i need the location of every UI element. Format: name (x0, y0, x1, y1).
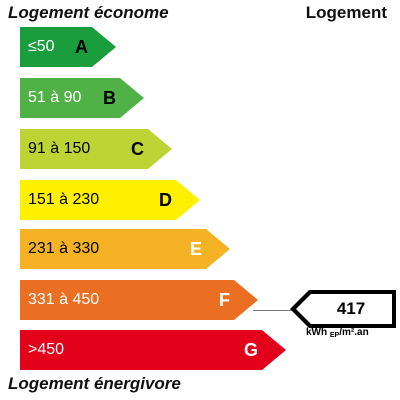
band-d-letter: D (159, 190, 172, 210)
band-d-range: 151 à 230 (28, 191, 100, 208)
unit-sub: EP (329, 332, 340, 339)
band-a-range: ≤50 (28, 38, 55, 55)
unit-main: kWh (306, 327, 328, 338)
band-f-letter: F (219, 290, 230, 310)
band-c-letter: C (131, 139, 144, 159)
band-b-letter: B (103, 88, 116, 108)
band-b-range: 51 à 90 (28, 89, 82, 106)
consumption-unit: kWh EP/m².an (306, 327, 369, 339)
band-b: 51 à 90 B (20, 78, 144, 118)
band-g-letter: G (243, 340, 258, 360)
header-economical-label: Logement économe (8, 3, 169, 22)
band-e-letter: E (189, 239, 202, 259)
consumption-indicator: 417 (290, 290, 396, 328)
band-a: ≤50 A (20, 27, 116, 67)
band-e-range: 231 à 330 (28, 240, 100, 257)
band-f-range: 331 à 450 (28, 291, 100, 308)
band-g-range: >450 (28, 341, 65, 358)
band-e: 231 à 330 E (20, 229, 230, 269)
band-c: 91 à 150 C (20, 129, 172, 169)
band-c-range: 91 à 150 (28, 140, 91, 157)
indicator-connector-line (253, 310, 300, 311)
header-dwelling-label: Logement (305, 3, 387, 22)
unit-tail: /m².an (339, 327, 369, 338)
footer-energy-hungry-label: Logement énergivore (8, 374, 181, 393)
band-g: >450 G (20, 330, 286, 370)
consumption-indicator-inner: 417 (296, 294, 392, 324)
band-d: 151 à 230 D (20, 180, 200, 220)
consumption-value: 417 (336, 299, 366, 318)
band-f: 331 à 450 F (20, 280, 258, 320)
band-a-letter: A (75, 37, 88, 57)
